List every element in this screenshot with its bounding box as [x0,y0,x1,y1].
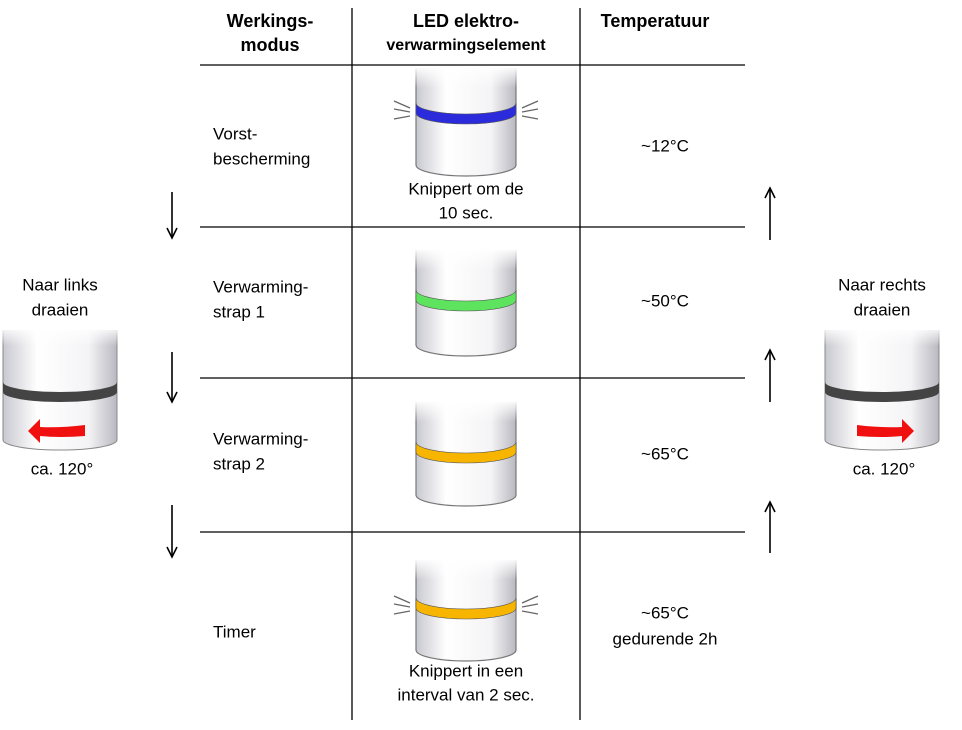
knob-label: draaien [32,300,89,319]
knob-label: draaien [854,300,911,319]
mode-label: strap 2 [213,454,265,473]
knob-fade [1,326,119,346]
arrow-head [764,500,776,513]
led-ring [415,289,517,312]
temperature: gedurende 2h [613,629,718,648]
knob [2,330,118,451]
table-lines [200,8,745,720]
rotation-arrow [857,419,914,443]
temperature: ~12°C [641,136,689,155]
led-ring [415,597,517,620]
blink-mark [393,100,411,120]
mode-label: Timer [213,622,256,641]
blink-mark [521,595,539,615]
arrow-head [166,391,178,404]
header: modus [240,35,299,55]
knob-angle: ca. 120° [31,459,94,478]
led-caption: interval van 2 sec. [397,685,534,704]
mode-label: Vorst- [213,124,257,143]
blink-mark [393,595,411,615]
arrow-head [166,546,178,559]
mode-label: Verwarming- [213,277,308,296]
temperature: ~65°C [641,444,689,463]
knob [824,330,940,451]
header: Temperatuur [601,11,710,31]
arrow-head [764,186,776,199]
knob-label: Naar rechts [838,275,926,294]
arrow-head [764,348,776,361]
knob-ring [825,382,939,402]
cylinder-fade [414,558,518,580]
header: Werkings- [227,11,314,31]
cylinder-fade [414,66,518,88]
cylinder-fade [414,248,518,270]
cylinder-fade [414,400,518,422]
led-caption: 10 sec. [439,203,494,222]
knob-fade [823,326,941,346]
blink-mark [521,100,539,120]
mode-label: strap 1 [213,302,265,321]
rotation-arrow [28,419,85,443]
led-caption: Knippert om de [408,179,523,198]
led-ring [415,102,517,125]
led-caption: Knippert in een [409,661,523,680]
arrow-head [166,227,178,240]
temperature: ~65°C [641,603,689,622]
temperature: ~50°C [641,291,689,310]
mode-label: bescherming [213,149,310,168]
mode-label: Verwarming- [213,429,308,448]
knob-ring [3,382,117,402]
header: LED elektro- [413,11,519,31]
header: verwarmingselement [386,37,546,54]
led-ring [415,441,517,464]
knob-label: Naar links [22,275,98,294]
knob-angle: ca. 120° [853,459,916,478]
